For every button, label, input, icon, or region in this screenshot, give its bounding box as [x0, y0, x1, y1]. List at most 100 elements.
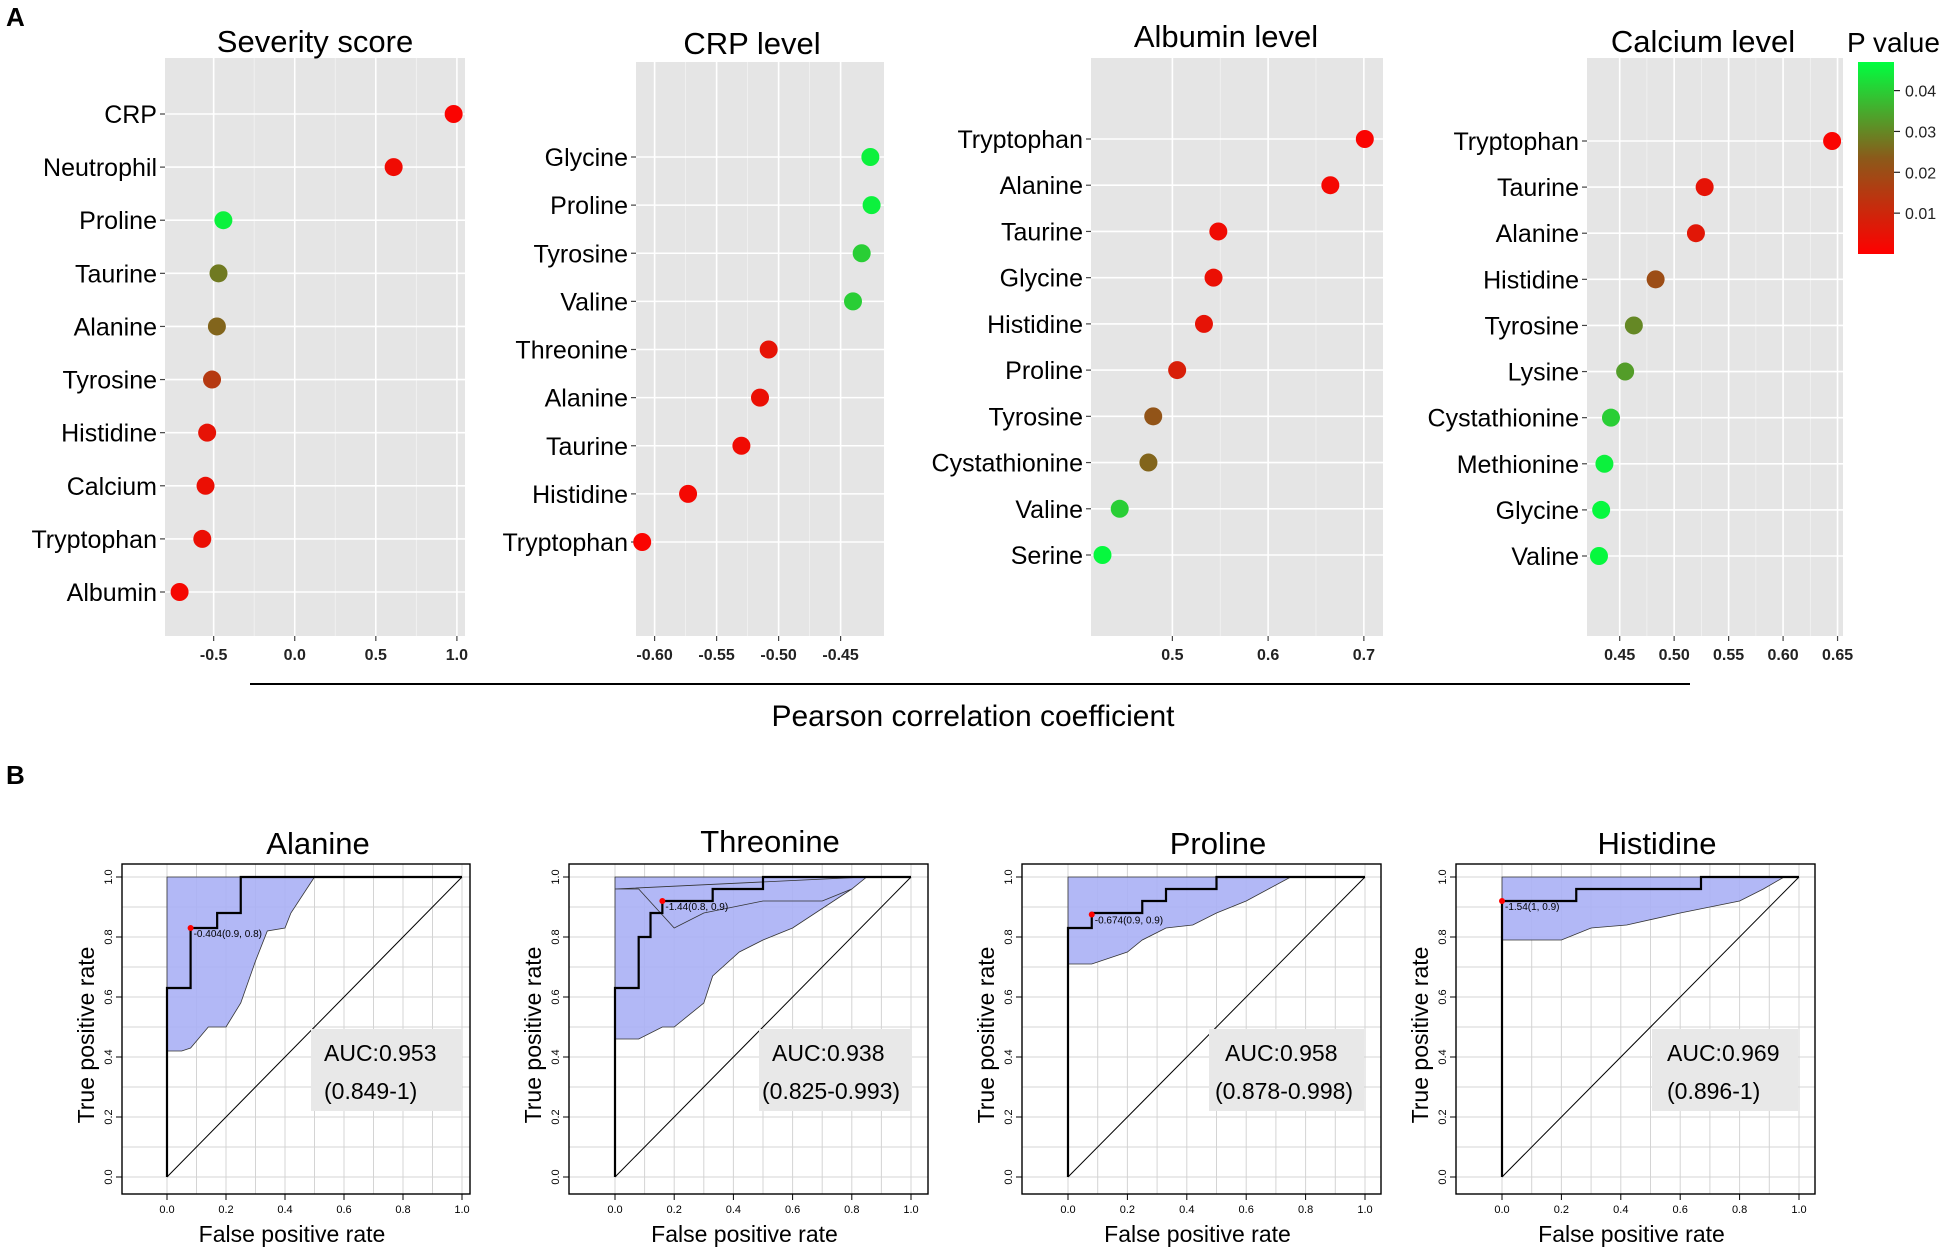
auc-box [1652, 1029, 1798, 1111]
dot-taurine [732, 436, 751, 455]
plot-title: Threonine [700, 824, 840, 859]
y-tick-label: 0.4 [1437, 1049, 1449, 1064]
x-tick-label: 0.8 [1298, 1204, 1313, 1216]
confidence-band [1501, 876, 1786, 941]
dot-glycine [1592, 500, 1611, 519]
y-tick-label-tryptophan: Tryptophan [957, 126, 1083, 154]
roc-curve [165, 875, 462, 1177]
best-threshold-label: -1.44(0.8, 0.9) [665, 902, 728, 913]
roc-proline: -0.674(0.9, 0.9) 0.0 0.0 0.2 0.2 0.4 0.4 0.6 0.6… [973, 826, 1382, 1247]
x-tick-label: 1.0 [454, 1204, 469, 1216]
y-tick-label-tryptophan: Tryptophan [502, 529, 628, 557]
dot-alanine [751, 388, 769, 407]
dot-valine [1110, 499, 1129, 518]
y-axis-label: True positive rate [973, 947, 999, 1124]
dot-taurine [1209, 222, 1228, 241]
y-tick-label-glycine: Glycine [545, 144, 628, 172]
y-tick-label-taurine: Taurine [1497, 174, 1579, 202]
roc-histidine: -1.54(1, 0.9) 0.0 0.0 0.2 0.2 0.4 0.4 0.6 0.6 0.8… [1407, 826, 1816, 1247]
y-tick-label-glycine: Glycine [1000, 265, 1083, 293]
y-tick-label-tyrosine: Tyrosine [989, 403, 1083, 431]
y-tick-label-proline: Proline [79, 207, 157, 235]
x-tick-label: 0.5 [1161, 647, 1183, 664]
x-tick-label: 1.0 [446, 647, 468, 664]
y-tick-label: 1.0 [1437, 869, 1449, 884]
dot-serine [1093, 546, 1112, 564]
y-tick-label: 0.2 [550, 1109, 562, 1124]
y-tick-label-cystathionine: Cystathionine [932, 450, 1083, 478]
plot-background [1091, 58, 1383, 636]
plot-title: Severity score [217, 24, 413, 59]
dot-tryptophan [1823, 132, 1842, 150]
best-threshold-point [659, 898, 666, 904]
y-tick-label-taurine: Taurine [75, 260, 157, 288]
y-tick-label-crp: CRP [104, 101, 157, 129]
x-tick-label: 0.6 [1257, 647, 1279, 664]
y-tick-label: 0.4 [1003, 1049, 1015, 1064]
shared-x-axis-label: Pearson correlation coefficient [771, 700, 1175, 733]
x-tick-label: 0.6 [1673, 1204, 1688, 1216]
dot-proline [862, 196, 881, 215]
auc-value: AUC:0.953 [324, 1040, 437, 1066]
legend-tick-label: 0.02 [1905, 165, 1936, 182]
x-tick-label: 0.8 [395, 1204, 410, 1216]
dot-glycine [861, 148, 880, 166]
y-axis-label: True positive rate [1407, 947, 1433, 1124]
y-tick-label-histidine: Histidine [987, 311, 1083, 339]
auc-confidence-interval: (0.896-1) [1667, 1078, 1760, 1104]
plot-frame [1021, 863, 1382, 1195]
dotplot-severity-score: -0.5 0.0 0.5 1.0 CRP Neutrophil Proline Taurine… [31, 24, 468, 664]
dot-histidine [198, 423, 217, 442]
roc-curve [1066, 875, 1365, 1177]
best-threshold-point [1088, 911, 1095, 918]
auc-confidence-interval: (0.849-1) [324, 1078, 417, 1104]
dot-taurine [1695, 178, 1714, 197]
auc-box [311, 1029, 462, 1111]
x-tick-label: 0.0 [159, 1204, 174, 1216]
plot-frame [1455, 863, 1816, 1195]
y-tick-label: 0.8 [550, 929, 562, 944]
y-tick-label: 0.6 [1003, 989, 1015, 1004]
dot-neutrophil [384, 158, 403, 177]
auc-confidence-interval: (0.878-0.998) [1215, 1078, 1353, 1104]
x-tick-label: 0.6 [785, 1204, 800, 1216]
panel-label-b: B [6, 760, 25, 790]
y-tick-label: 0.6 [1437, 989, 1449, 1004]
y-tick-label: 0.2 [103, 1109, 115, 1124]
y-tick-label-serine: Serine [1011, 542, 1083, 570]
y-tick-label-tyrosine: Tyrosine [63, 367, 157, 395]
y-tick-label-proline: Proline [550, 192, 628, 220]
y-tick-label-neutrophil: Neutrophil [43, 154, 157, 182]
dot-tryptophan [1355, 130, 1374, 148]
x-tick-label: 0.2 [1554, 1204, 1569, 1216]
y-tick-label: 1.0 [1003, 869, 1015, 884]
x-tick-label: 0.45 [1604, 647, 1635, 664]
y-tick-label: 0.0 [1003, 1169, 1015, 1184]
x-tick-label: 0.0 [284, 647, 306, 664]
y-tick-label: 0.2 [1437, 1109, 1449, 1124]
plot-title: Albumin level [1134, 19, 1318, 54]
roc-curve [613, 875, 911, 1177]
x-axis-label: False positive rate [651, 1221, 838, 1247]
legend-tick-label: 0.03 [1905, 124, 1936, 141]
dot-tyrosine [1144, 407, 1163, 426]
x-tick-label: 1.0 [1357, 1204, 1372, 1216]
y-tick-label-valine: Valine [1015, 496, 1083, 524]
best-threshold-point [187, 925, 194, 931]
y-tick-label: 1.0 [550, 869, 562, 884]
confidence-band [1067, 876, 1291, 965]
dot-histidine [679, 484, 698, 503]
y-tick-label-tyrosine: Tyrosine [1485, 312, 1579, 340]
roc-alanine: -0.404(0.9, 0.8) 0.0 0.0 0.2 0.2 0.4 0.4 0.6 0.6… [73, 826, 471, 1247]
y-tick-label-valine: Valine [560, 288, 628, 316]
x-tick-label: 0.5 [365, 647, 387, 664]
y-tick-label: 0.4 [103, 1049, 115, 1064]
x-axis-label: False positive rate [199, 1221, 386, 1247]
chance-diagonal [166, 876, 463, 1178]
y-tick-label: 0.6 [103, 989, 115, 1004]
x-tick-label: 0.6 [1239, 1204, 1254, 1216]
chance-diagonal [1501, 876, 1800, 1178]
y-tick-label-glycine: Glycine [1496, 497, 1579, 525]
y-tick-label-histidine: Histidine [61, 420, 157, 448]
